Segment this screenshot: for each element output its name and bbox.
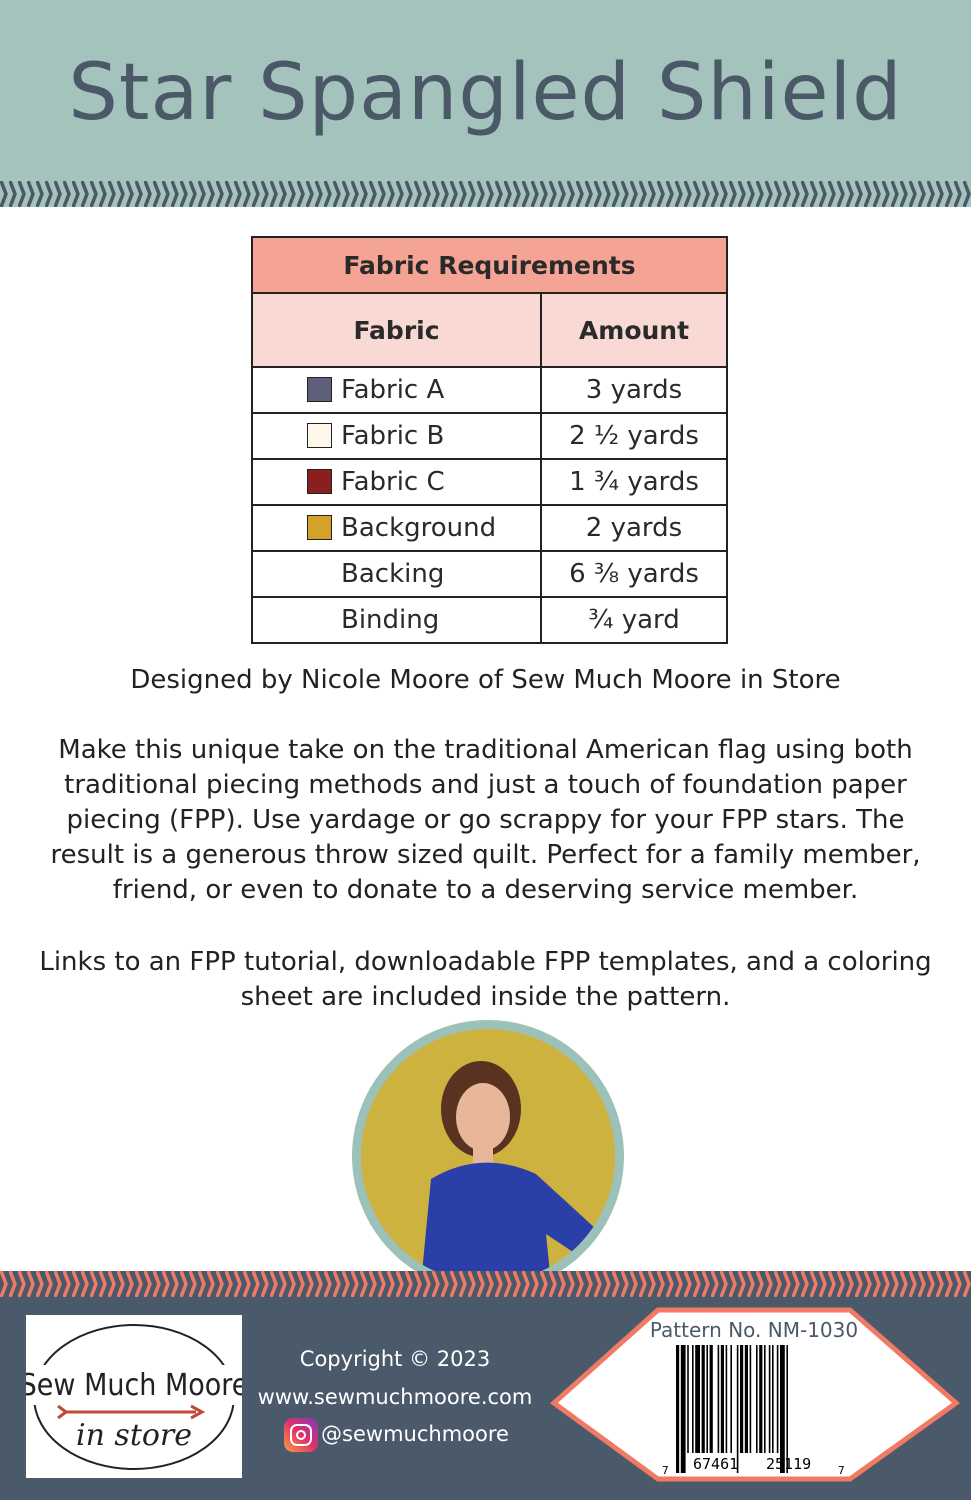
- barcode-bar: [768, 1345, 771, 1453]
- description-line: Make this unique take on the traditional…: [58, 735, 913, 765]
- barcode-bar: [717, 1345, 720, 1453]
- barcode-digits: 67461: [693, 1455, 738, 1473]
- barcode-bar: [786, 1345, 788, 1473]
- barcode: [676, 1345, 788, 1473]
- barcode-label: Pattern No. NM-1030 7 67461 25119 7: [550, 1307, 960, 1482]
- barcode-bar: [695, 1345, 700, 1453]
- barcode-digits: 25119: [766, 1455, 811, 1473]
- pattern-number: Pattern No. NM-1030: [650, 1318, 858, 1342]
- fabric-name: Background: [341, 513, 497, 543]
- logo-text: Sew Much Moore: [26, 1368, 242, 1403]
- fabric-cell: Fabric C: [251, 458, 542, 506]
- barcode-bar: [701, 1345, 705, 1453]
- barcode-bar: [687, 1345, 689, 1453]
- barcode-bar: [680, 1345, 686, 1473]
- website-link[interactable]: www.sewmuchmoore.com: [257, 1385, 533, 1409]
- barcode-bar: [776, 1345, 779, 1453]
- barcode-bar: [730, 1345, 732, 1453]
- barcode-digit: 7: [838, 1464, 845, 1477]
- links-note-line: sheet are included inside the pattern.: [240, 982, 731, 1012]
- amount-cell: 1 ¾ yards: [540, 458, 728, 506]
- fabric-cell: Backing: [251, 550, 542, 598]
- barcode-bar: [764, 1345, 766, 1453]
- table-row: Fabric B 2 ½ yards: [251, 412, 728, 460]
- table-row: Fabric A 3 yards: [251, 366, 728, 414]
- barcode-bar: [749, 1345, 752, 1453]
- barcode-bar: [740, 1345, 744, 1453]
- amount-cell: 6 ⅜ yards: [540, 550, 728, 598]
- table-row: Backing 6 ⅜ yards: [251, 550, 728, 598]
- designer-photo: [352, 1020, 624, 1292]
- barcode-bar: [676, 1345, 680, 1473]
- table-caption: Fabric Requirements: [251, 236, 728, 294]
- fabric-cell: Binding: [251, 596, 542, 644]
- barcode-bar: [692, 1345, 694, 1453]
- barcode-bar: [706, 1345, 708, 1453]
- barcode-bar: [780, 1345, 785, 1473]
- brand-logo: Sew Much Moore in store: [20, 1315, 248, 1478]
- fabric-requirements-table: Fabric Requirements Fabric Amount Fabric …: [251, 236, 728, 644]
- table-row: Background 2 yards: [251, 504, 728, 552]
- fabric-swatch-icon: [307, 423, 332, 448]
- table-row: Binding ¾ yard: [251, 596, 728, 644]
- fabric-name: Fabric A: [341, 375, 445, 405]
- instagram-handle-row: @sewmuchmoore: [250, 1418, 540, 1452]
- links-note: Links to an FPP tutorial, downloadable F…: [0, 945, 971, 1015]
- column-header-amount: Amount: [540, 292, 728, 368]
- fabric-swatch-icon: [307, 469, 332, 494]
- logo-subtext: in store: [76, 1418, 192, 1453]
- description: Make this unique take on the traditional…: [0, 733, 971, 908]
- links-note-line: Links to an FPP tutorial, downloadable F…: [39, 947, 932, 977]
- barcode-bar: [772, 1345, 774, 1453]
- barcode-bar: [736, 1345, 739, 1473]
- description-line: result is a generous throw sized quilt. …: [50, 840, 921, 870]
- page-title: Star Spangled Shield: [68, 48, 903, 138]
- fabric-swatch-icon: [307, 377, 332, 402]
- fabric-name: Binding: [341, 605, 440, 635]
- amount-cell: 2 yards: [540, 504, 728, 552]
- barcode-bar: [759, 1345, 763, 1453]
- barcode-bar: [720, 1345, 724, 1453]
- fabric-name: Fabric C: [341, 467, 445, 497]
- fabric-cell: Fabric B: [251, 412, 542, 460]
- barcode-bar: [744, 1345, 748, 1453]
- instagram-handle[interactable]: @sewmuchmoore: [321, 1422, 509, 1446]
- amount-cell: 3 yards: [540, 366, 728, 414]
- designer-credit: Designed by Nicole Moore of Sew Much Moo…: [130, 665, 841, 695]
- column-header-fabric: Fabric: [251, 292, 542, 368]
- fabric-cell: Background: [251, 504, 542, 552]
- fabric-swatch-icon: [307, 515, 332, 540]
- copyright: Copyright © 2023: [299, 1347, 491, 1371]
- fabric-name: Fabric B: [341, 421, 445, 451]
- barcode-bar: [709, 1345, 713, 1453]
- amount-cell: ¾ yard: [540, 596, 728, 644]
- description-line: piecing (FPP). Use yardage or go scrappy…: [66, 805, 905, 835]
- description-line: traditional piecing methods and just a t…: [64, 770, 907, 800]
- instagram-icon[interactable]: [284, 1418, 318, 1452]
- chevron-border-bottom: [0, 1271, 971, 1297]
- amount-cell: 2 ½ yards: [540, 412, 728, 460]
- barcode-bar: [756, 1345, 758, 1453]
- description-line: friend, or even to donate to a deserving…: [112, 875, 859, 905]
- fabric-name: Backing: [341, 559, 445, 589]
- fabric-cell: Fabric A: [251, 366, 542, 414]
- table-row: Fabric C 1 ¾ yards: [251, 458, 728, 506]
- barcode-digit: 7: [662, 1464, 669, 1477]
- chevron-border-top: [0, 181, 971, 207]
- header-band: Star Spangled Shield: [0, 0, 971, 182]
- barcode-bar: [725, 1345, 728, 1453]
